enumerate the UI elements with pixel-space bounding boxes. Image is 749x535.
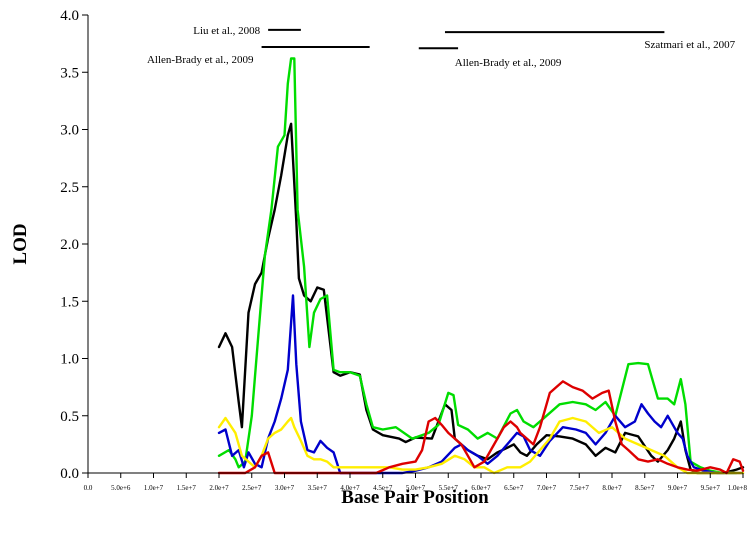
x-tick-label: 8.0e+7 [602,484,622,492]
x-axis-title: Base Pair Position [341,487,489,508]
x-tick-label: 5.0e+7 [406,484,426,492]
x-tick-label: 5.5e+7 [439,484,459,492]
series-line-1 [217,57,738,475]
y-tick-label: 2.5 [60,180,79,196]
annotation-label: Liu et al., 2008 [193,25,260,37]
x-tick-label: 1.5e+7 [177,484,197,492]
x-tick-label: 3.0e+7 [275,484,295,492]
tick-layer: 0.0 0.5 1.0 1.5 2.0 2.5 3.0 3.5 4.0 0.0 5.0e+6 1.0e… [60,8,747,492]
x-tick-label: 2.0e+7 [209,484,229,492]
axis-layer [87,15,743,474]
y-tick-label: 0.5 [60,409,79,425]
x-tick-label: 5.0e+6 [111,484,131,492]
annotation-label: Allen-Brady et al., 2009 [455,57,562,69]
annotation-label: Allen-Brady et al., 2009 [147,54,254,66]
x-tick-label: 1.0e+8 [728,484,748,492]
x-tick-label: 9.5e+7 [701,484,721,492]
y-tick-label: 2.0 [60,237,79,253]
y-tick-label: 1.0 [60,352,79,368]
series-layer [217,57,745,475]
x-tick-label: 3.5e+7 [308,484,328,492]
y-tick-label: 0.0 [60,466,79,482]
y-tick-label: 3.0 [60,123,79,139]
x-tick-label: 9.0e+7 [668,484,688,492]
y-tick-label: 1.5 [60,294,79,310]
x-tick-label: 4.5e+7 [373,484,393,492]
y-tick-label: 4.0 [60,8,79,24]
series-line-2 [217,294,745,475]
annotation-layer: Liu et al., 2008 Allen-Brady et al., 2009… [147,25,736,69]
x-tick-label: 6.0e+7 [471,484,491,492]
x-tick-label: 1.0e+7 [144,484,164,492]
y-tick-label: 3.5 [60,65,79,81]
series-line-3 [217,416,745,475]
x-tick-label: 2.5e+7 [242,484,262,492]
series-line-0 [217,122,745,475]
y-axis-title: LOD [10,223,31,264]
x-tick-label: 7.0e+7 [537,484,557,492]
x-tick-label: 6.5e+7 [504,484,524,492]
annotation-label: Szatmari et al., 2007 [644,39,735,51]
x-tick-label: 4.0e+7 [340,484,360,492]
x-tick-label: 8.5e+7 [635,484,655,492]
x-tick-label: 7.5e+7 [570,484,590,492]
x-tick-label: 0.0 [84,484,93,492]
